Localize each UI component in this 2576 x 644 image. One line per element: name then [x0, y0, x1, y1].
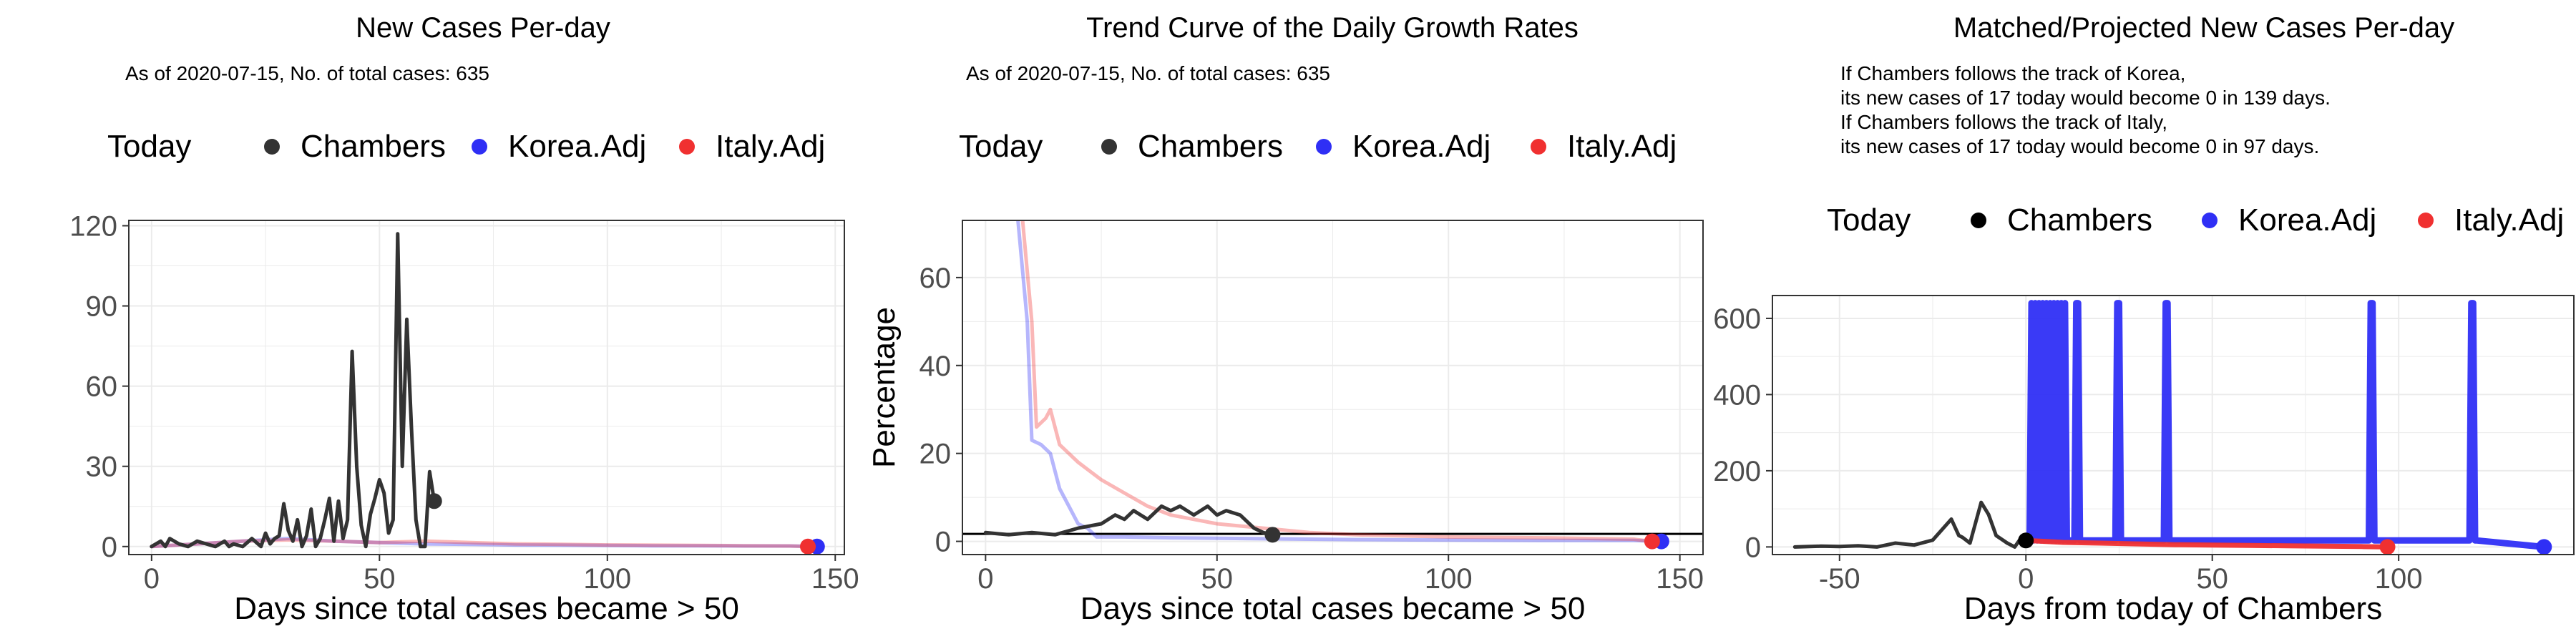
plot-area	[150, 232, 819, 549]
legend-marker-chambers	[1971, 213, 1986, 228]
x-tick-label: 50	[1201, 563, 1234, 595]
series-line-korea-adj	[2022, 300, 2547, 550]
x-tick-label: 0	[144, 563, 160, 595]
legend: Today Chambers Korea.Adj Italy.Adj	[1827, 203, 2564, 238]
axes: 0 50 100 150 0 20 40 60 Days since total cases b…	[867, 263, 1704, 626]
y-tick-label: 0	[1745, 532, 1761, 563]
y-tick-label: 200	[1713, 456, 1761, 487]
y-tick-label: 90	[86, 291, 118, 323]
legend-label-chambers: Chambers	[2007, 203, 2152, 238]
y-tick-label: 600	[1713, 303, 1761, 335]
series-line-chambers	[150, 232, 436, 549]
legend-title: Today	[1827, 203, 1911, 238]
axes: 0 50 100 150 0 30 60 90 120 Days since total case…	[69, 210, 859, 626]
chart-subtitle-line: If Chambers follows the track of Italy,	[1840, 111, 2167, 133]
today-point-italy-adj	[800, 538, 816, 555]
y-tick-label: 120	[69, 210, 117, 242]
legend-marker-korea-adj	[1316, 139, 1332, 155]
plot-panel	[1772, 296, 2574, 555]
chart-subtitle-line: its new cases of 17 today would become 0…	[1840, 87, 2331, 109]
legend-label-italy-adj: Italy.Adj	[1567, 129, 1677, 164]
x-axis-title: Days from today of Chambers	[1964, 591, 2382, 626]
x-tick-label: 100	[583, 563, 631, 595]
legend-marker-chambers	[1101, 139, 1117, 155]
x-tick-label: 0	[977, 563, 993, 595]
series-line-italy-adj	[150, 538, 810, 549]
x-tick-label: 150	[1656, 563, 1704, 595]
y-axis-title: Percentage	[867, 307, 902, 468]
legend-label-italy-adj: Italy.Adj	[716, 129, 825, 164]
legend-label-korea-adj: Korea.Adj	[2238, 203, 2376, 238]
x-axis-title: Days since total cases became > 50	[234, 591, 739, 626]
x-tick-label: 0	[2018, 563, 2034, 595]
today-point-chambers	[1264, 527, 1281, 543]
legend-marker-italy-adj	[679, 139, 695, 155]
legend-marker-korea-adj	[472, 139, 487, 155]
y-tick-label: 400	[1713, 379, 1761, 411]
plot-panel	[129, 220, 844, 555]
legend-marker-korea-adj	[2202, 213, 2218, 228]
legend-title: Today	[959, 129, 1043, 164]
chart-2: Trend Curve of the Daily Growth Rates As …	[867, 12, 1704, 626]
legend-label-korea-adj: Korea.Adj	[508, 129, 646, 164]
y-tick-label: 60	[86, 371, 118, 403]
y-tick-label: 40	[919, 351, 952, 382]
x-tick-label: 50	[2196, 563, 2228, 595]
x-tick-label: 100	[1425, 563, 1473, 595]
plot-area	[1792, 300, 2547, 550]
y-tick-label: 60	[919, 263, 952, 294]
x-tick-label: -50	[1819, 563, 1860, 595]
axes: -50 0 50 100 0 200 400 600 Days from today of Ch…	[1713, 303, 2422, 626]
x-tick-label: 100	[2375, 563, 2423, 595]
grid	[1772, 296, 2574, 555]
today-point-italy-adj	[2379, 539, 2396, 555]
legend: Today Chambers Korea.Adj Italy.Adj	[107, 129, 825, 164]
chart-subtitle: As of 2020-07-15, No. of total cases: 63…	[966, 62, 1330, 84]
x-axis-title: Days since total cases became > 50	[1080, 591, 1586, 626]
chart-3: Matched/Projected New Cases Per-day If Ch…	[1713, 12, 2575, 626]
today-point-korea-adj	[2536, 539, 2552, 555]
legend-label-chambers: Chambers	[301, 129, 446, 164]
chart-subtitle-line: If Chambers follows the track of Korea,	[1840, 62, 2185, 84]
chart-title: New Cases Per-day	[356, 12, 610, 44]
series-line-korea-adj	[1016, 220, 1664, 544]
legend-marker-chambers	[264, 139, 280, 155]
chart-subtitle-line: its new cases of 17 today would become 0…	[1840, 135, 2319, 157]
series-line-korea-adj	[150, 537, 819, 549]
chart-title: Trend Curve of the Daily Growth Rates	[1086, 12, 1579, 44]
grid	[962, 220, 1703, 555]
today-point-chambers	[426, 493, 442, 509]
y-tick-label: 0	[102, 532, 117, 563]
y-tick-label: 20	[919, 439, 952, 470]
plot-border	[1772, 295, 2575, 555]
legend-title: Today	[107, 129, 191, 164]
legend-label-chambers: Chambers	[1138, 129, 1283, 164]
x-tick-label: 50	[364, 563, 396, 595]
series-line-chambers	[1792, 500, 2028, 549]
plot-border	[962, 220, 1704, 555]
y-tick-label: 0	[935, 527, 951, 558]
x-tick-label: 150	[811, 563, 859, 595]
legend-marker-italy-adj	[1531, 139, 1546, 155]
grid	[129, 220, 844, 555]
legend: Today Chambers Korea.Adj Italy.Adj	[959, 129, 1677, 164]
series-line-chambers	[983, 504, 1274, 537]
legend-marker-italy-adj	[2418, 213, 2434, 228]
legend-label-italy-adj: Italy.Adj	[2454, 203, 2564, 238]
series-line-italy-adj	[2023, 537, 2390, 550]
chart-title: Matched/Projected New Cases Per-day	[1953, 12, 2454, 44]
chart-1: New Cases Per-day As of 2020-07-15, No. o…	[69, 12, 859, 626]
chart-subtitle: As of 2020-07-15, No. of total cases: 63…	[125, 62, 489, 84]
plot-border	[128, 220, 845, 555]
legend-label-korea-adj: Korea.Adj	[1352, 129, 1491, 164]
today-point-italy-adj	[1644, 533, 1660, 550]
plot-area	[962, 220, 1703, 544]
today-point-chambers	[2018, 532, 2034, 549]
y-tick-label: 30	[86, 452, 118, 483]
